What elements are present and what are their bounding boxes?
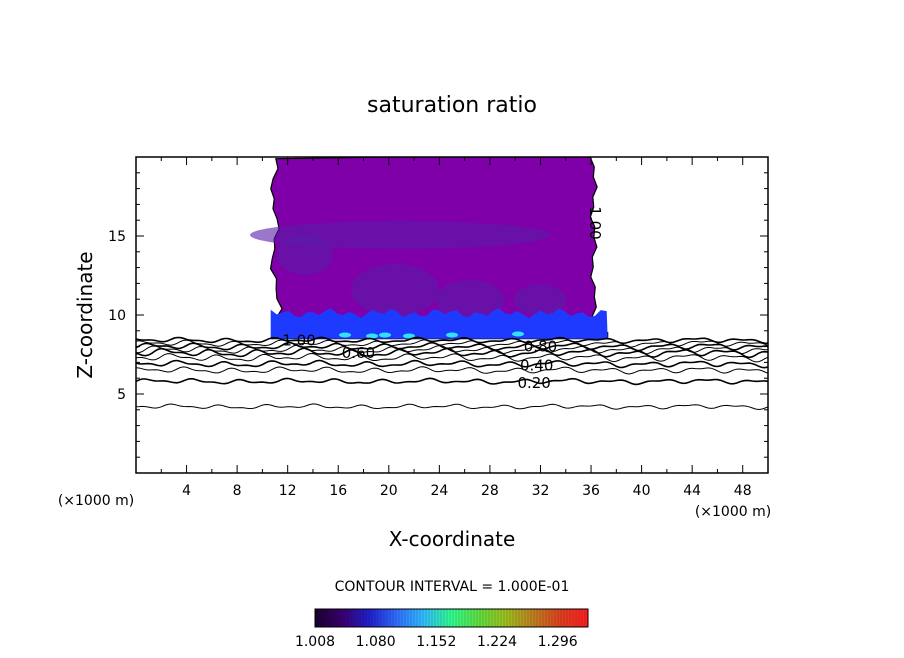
cyan-spot: [339, 332, 351, 338]
x-tick-label: 28: [481, 483, 499, 499]
x-tick-label: 8: [233, 483, 242, 499]
contour-label: 1.00: [282, 331, 315, 349]
contour-line: [136, 339, 768, 348]
y-axis-label: Z-coordinate: [73, 251, 97, 378]
cyan-spot: [379, 332, 391, 338]
colorbar-tick-label: 1.008: [295, 634, 335, 650]
contour-line: [136, 377, 768, 386]
colorbar: 1.008 1.080 1.152 1.224 1.296: [295, 608, 589, 650]
y-tick-label: 15: [108, 229, 126, 245]
contour-line: [136, 352, 768, 363]
x-unit-left: (×1000 m): [58, 493, 134, 509]
contour-lines: [136, 336, 768, 411]
contour-line: [136, 403, 768, 411]
chart-title: saturation ratio: [367, 93, 537, 118]
deep-purple-blob: [250, 221, 550, 249]
y-axis-ticks: 5 10 15: [108, 172, 768, 458]
contour-label: 0.20: [517, 374, 550, 392]
colorbar-labels: 1.008 1.080 1.152 1.224 1.296: [295, 634, 578, 650]
deep-purple-blob: [436, 280, 504, 320]
colorbar-tick-label: 1.152: [416, 634, 456, 650]
colorbar-tick-label: 1.224: [477, 634, 517, 650]
x-tick-label: 48: [734, 483, 752, 499]
contour-label: 1.00: [586, 206, 604, 239]
x-tick-label: 36: [582, 483, 600, 499]
y-tick-label: 5: [117, 387, 126, 403]
x-tick-label: 32: [532, 483, 550, 499]
contour-label: 0.80: [524, 338, 557, 356]
colorbar-stripes: [317, 609, 586, 627]
contour-interval-label: CONTOUR INTERVAL = 1.000E-01: [335, 579, 570, 595]
y-tick-label: 10: [108, 308, 126, 324]
cyan-spot: [446, 332, 458, 338]
cyan-spot: [403, 333, 415, 339]
contour-line: [136, 347, 768, 359]
x-axis-ticks: 4 8 12 16 20 24 28 32 36 40 44 48: [160, 157, 752, 499]
x-tick-label: 20: [380, 483, 398, 499]
contour-line: [136, 366, 768, 375]
deep-purple-blob: [514, 284, 566, 316]
contour-line: [136, 359, 768, 369]
cyan-spot: [512, 331, 524, 337]
contour-line: [136, 341, 768, 352]
colorbar-tick-label: 1.296: [538, 634, 578, 650]
colorbar-gradient: [315, 609, 588, 627]
colorbar-frame: [314, 608, 589, 628]
x-tick-label: 12: [279, 483, 297, 499]
contour-label: 0.40: [520, 357, 553, 375]
x-tick-label: 16: [329, 483, 347, 499]
contour-line: [136, 344, 768, 355]
contour-line: [136, 336, 768, 345]
contour-labels: 0.200.40 0.60 0.80 1.00 1.00: [282, 206, 604, 392]
x-tick-label: 24: [430, 483, 448, 499]
x-axis-label: X-coordinate: [389, 527, 516, 551]
x-tick-label: 44: [683, 483, 701, 499]
filled-contours: [250, 157, 609, 340]
blue-band: [270, 308, 608, 339]
x-unit-right: (×1000 m): [695, 504, 771, 520]
contour-label: 0.60: [342, 344, 375, 362]
colorbar-tick-label: 1.080: [356, 634, 396, 650]
x-tick-label: 4: [182, 483, 191, 499]
x-tick-label: 40: [633, 483, 651, 499]
cyan-spot: [366, 333, 378, 339]
deep-purple-blob: [351, 264, 439, 316]
